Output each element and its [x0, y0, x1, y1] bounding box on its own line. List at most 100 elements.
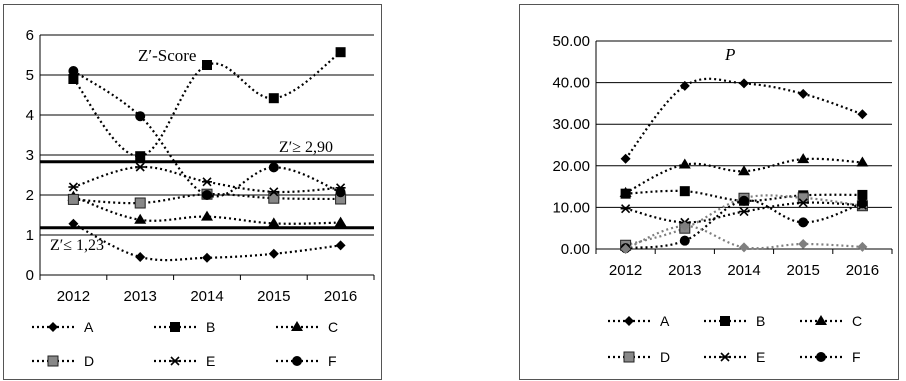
y-tick-label: 0.00 — [561, 241, 590, 258]
legend-label: B — [756, 313, 765, 329]
data-point — [68, 218, 79, 229]
x-tick-label: 2013 — [668, 262, 701, 279]
legend-marker — [48, 322, 58, 332]
asterisk-stroke — [68, 182, 78, 192]
x-tick-label: 2012 — [609, 262, 642, 279]
y-tick-label: 2 — [26, 187, 34, 204]
asterisk-stroke — [720, 352, 730, 362]
chart-svg: 0.00 10.00 20.00 30.00 40.00 50.00 2012 2013 201… — [552, 33, 893, 365]
x-tick-label: 2013 — [124, 288, 157, 305]
legend-label: A — [84, 319, 94, 335]
y-tick-label: 10.00 — [552, 199, 590, 216]
data-point — [679, 186, 690, 197]
y-tick-label: 6 — [26, 27, 34, 44]
data-point — [67, 193, 79, 205]
data-point — [857, 189, 868, 200]
chart-title: Z′-Score — [138, 46, 196, 65]
y-tick-label: 5 — [26, 67, 34, 84]
series-b — [68, 47, 346, 162]
legend-label: F — [328, 353, 337, 369]
data-point — [857, 241, 868, 252]
data-point — [620, 204, 631, 214]
data-point — [202, 177, 212, 187]
data-point — [267, 217, 280, 228]
zscore-chart-panel: 0 1 2 3 4 5 6 2012 2013 2014 2015 2016 Z′≥ 2,90 Z′≤ 1… — [3, 4, 382, 380]
series-line — [73, 165, 341, 194]
legend-label: A — [660, 313, 670, 329]
data-point — [134, 213, 147, 224]
y-tick-label: 3 — [26, 147, 34, 164]
series-line — [625, 194, 863, 247]
data-point — [797, 153, 810, 164]
legend-label: D — [84, 353, 94, 369]
asterisk-stroke — [202, 177, 212, 187]
data-point — [739, 206, 749, 217]
data-point — [857, 109, 868, 120]
data-point — [679, 235, 690, 246]
data-point — [798, 217, 809, 228]
x-tick-label: 2015 — [257, 288, 290, 305]
reference-line-label: Z′≥ 2,90 — [279, 139, 333, 156]
series-a — [620, 77, 868, 164]
series-g — [620, 221, 868, 254]
data-point — [797, 192, 809, 204]
data-point — [135, 162, 146, 172]
data-point — [268, 192, 280, 204]
gridlines — [596, 40, 892, 250]
legend-marker — [623, 351, 635, 363]
y-tick-label: 30.00 — [552, 116, 590, 133]
x-tick-label: 2016 — [324, 288, 357, 305]
legend-marker — [816, 352, 826, 362]
legend-label: C — [852, 313, 862, 329]
y-tick-label: 20.00 — [552, 158, 590, 175]
data-point — [202, 190, 212, 200]
legend-marker — [170, 322, 180, 332]
legend-marker — [291, 321, 303, 331]
data-point — [268, 162, 279, 173]
legend-label: E — [206, 353, 215, 369]
data-point — [334, 216, 347, 227]
legend-label: F — [852, 349, 861, 365]
data-point — [68, 74, 79, 84]
data-point — [679, 221, 690, 232]
y-tick-label: 1 — [26, 227, 34, 244]
p-chart-panel: 0.00 10.00 20.00 30.00 40.00 50.00 2012 2013 201… — [519, 4, 899, 380]
series-a — [68, 218, 346, 263]
y-tick-label: 40.00 — [552, 75, 590, 92]
data-point — [738, 165, 750, 176]
x-tick-label: 2014 — [190, 288, 223, 305]
data-point — [335, 240, 346, 251]
data-point — [135, 151, 146, 162]
series-line — [625, 225, 863, 251]
data-point — [619, 186, 632, 197]
series-c — [619, 153, 869, 197]
data-point — [68, 182, 79, 192]
y-tick-label: 0 — [26, 267, 34, 284]
chart-title: P — [724, 45, 735, 64]
y-tick-label: 4 — [26, 107, 34, 124]
data-point — [739, 195, 749, 206]
data-point — [620, 244, 631, 254]
data-point — [202, 252, 212, 263]
data-point — [268, 248, 279, 259]
legend-label: C — [328, 319, 338, 335]
legend-label: D — [660, 349, 670, 365]
data-point — [335, 47, 346, 58]
legend-marker — [624, 316, 634, 326]
legend-marker — [720, 352, 730, 362]
asterisk-stroke — [621, 204, 631, 214]
data-point — [678, 158, 691, 169]
reference-line-label: Z′≤ 1,23 — [50, 237, 104, 254]
data-point — [798, 88, 809, 99]
data-point — [798, 239, 809, 250]
legend-marker — [815, 315, 827, 325]
data-point — [268, 93, 279, 104]
legend-label: B — [206, 319, 215, 335]
data-point — [739, 78, 749, 89]
chart-svg: 0 1 2 3 4 5 6 2012 2013 2014 2015 2016 Z′≥ 2,90 Z′≤ 1… — [26, 27, 375, 369]
x-tick-label: 2012 — [57, 288, 90, 305]
x-tick-label: 2015 — [787, 262, 820, 279]
data-point — [679, 80, 690, 91]
data-point — [202, 60, 212, 70]
series-line — [72, 70, 342, 198]
